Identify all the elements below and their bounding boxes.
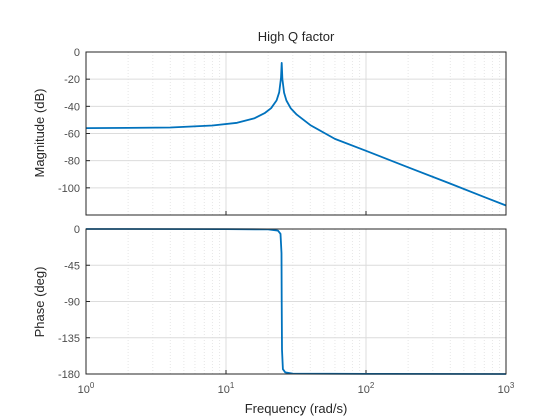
x-axis-label: Frequency (rad/s) xyxy=(245,401,348,416)
x-tick-label: 100 xyxy=(78,381,95,396)
magnitude-panel: 0 -20 -40 -60 -80 -100 xyxy=(58,47,507,216)
phase-y-tick-label: -45 xyxy=(64,260,80,272)
chart-title: High Q factor xyxy=(258,29,335,44)
magnitude-y-tick-label: -40 xyxy=(64,101,80,113)
magnitude-y-tick-label: -100 xyxy=(58,183,80,195)
phase-y-axis-label: Phase (deg) xyxy=(32,267,47,338)
phase-y-tick-label: -180 xyxy=(58,369,80,381)
x-tick-label: 101 xyxy=(218,381,235,396)
x-tick-label: 102 xyxy=(358,381,375,396)
magnitude-axes-frame xyxy=(85,51,507,216)
magnitude-y-tick-label: -80 xyxy=(64,156,80,168)
phase-axes-frame xyxy=(85,228,507,375)
magnitude-y-tick-label: -20 xyxy=(64,74,80,86)
phase-y-tick-label: -90 xyxy=(64,297,80,309)
phase-y-tick-label: -135 xyxy=(58,333,80,345)
x-tick-label: 103 xyxy=(498,381,515,396)
magnitude-y-tick-label: 0 xyxy=(74,47,80,59)
magnitude-y-tick-label: -60 xyxy=(64,129,80,141)
phase-y-tick-label: 0 xyxy=(74,224,80,236)
magnitude-response-line xyxy=(85,62,507,207)
magnitude-y-axis-label: Magnitude (dB) xyxy=(32,89,47,178)
